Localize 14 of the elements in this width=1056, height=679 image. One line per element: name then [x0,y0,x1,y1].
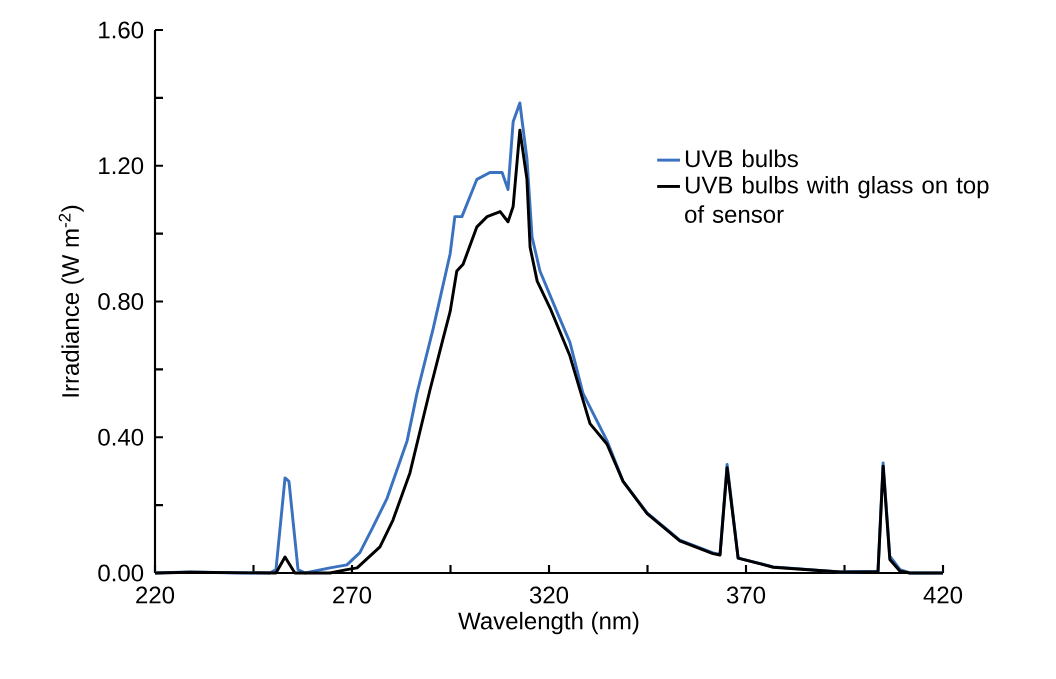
legend-label: UVB bulbs with glass on top of sensor [685,175,989,223]
x-tick-label: 370 [726,586,766,604]
legend-label: UVB bulbs [685,149,798,168]
y-tick-label: 0.00 [98,564,144,582]
y-tick-label: 1.20 [99,157,144,175]
y-tick-label: 0.40 [98,428,144,446]
x-tick-label: 320 [529,586,569,604]
x-axis-title: Wavelength (nm) [458,611,639,635]
y-tick-label: 0.80 [98,292,144,310]
x-tick-label: 270 [333,586,372,604]
x-tick-label: 420 [923,586,963,604]
y-axis-title: Irradiance (W m$^{-2}$) [58,205,84,397]
x-tick-label: 220 [136,586,175,604]
y-tick-label: 1.60 [99,21,144,39]
